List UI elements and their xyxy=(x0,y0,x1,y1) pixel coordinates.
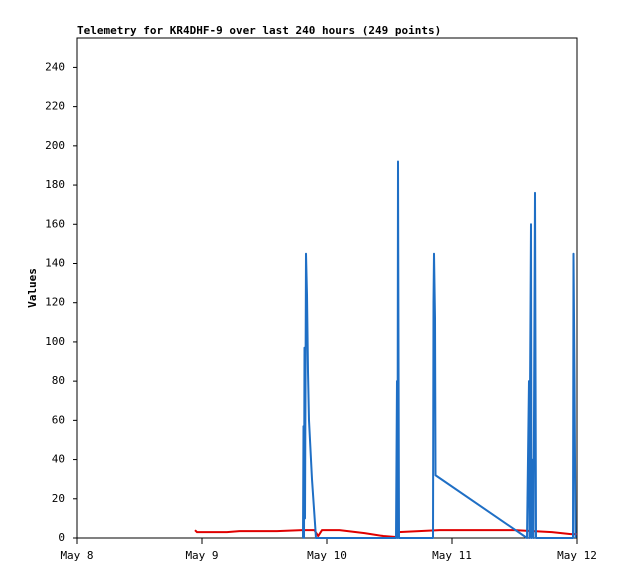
x-tick-label: May 10 xyxy=(307,549,347,562)
x-tick-label: May 9 xyxy=(185,549,218,562)
x-tick-label: May 8 xyxy=(60,549,93,562)
y-tick-label: 60 xyxy=(52,413,65,426)
y-tick-label: 200 xyxy=(45,139,65,152)
y-tick-label: 180 xyxy=(45,178,65,191)
y-tick-label: 40 xyxy=(52,453,65,466)
y-tick-label: 220 xyxy=(45,100,65,113)
y-tick-label: 100 xyxy=(45,335,65,348)
y-tick-label: 240 xyxy=(45,60,65,73)
y-tick-label: 140 xyxy=(45,256,65,269)
x-tick-label: May 12 xyxy=(557,549,597,562)
y-tick-label: 80 xyxy=(52,374,65,387)
y-tick-label: 0 xyxy=(58,531,65,544)
x-tick-label: May 11 xyxy=(432,549,472,562)
y-axis-label: Values xyxy=(26,268,39,308)
y-tick-label: 20 xyxy=(52,492,65,505)
chart-title: Telemetry for KR4DHF-9 over last 240 hou… xyxy=(77,24,441,37)
plot-frame xyxy=(76,37,578,539)
y-tick-label: 160 xyxy=(45,217,65,230)
series-line xyxy=(302,160,577,539)
y-tick-label: 120 xyxy=(45,296,65,309)
